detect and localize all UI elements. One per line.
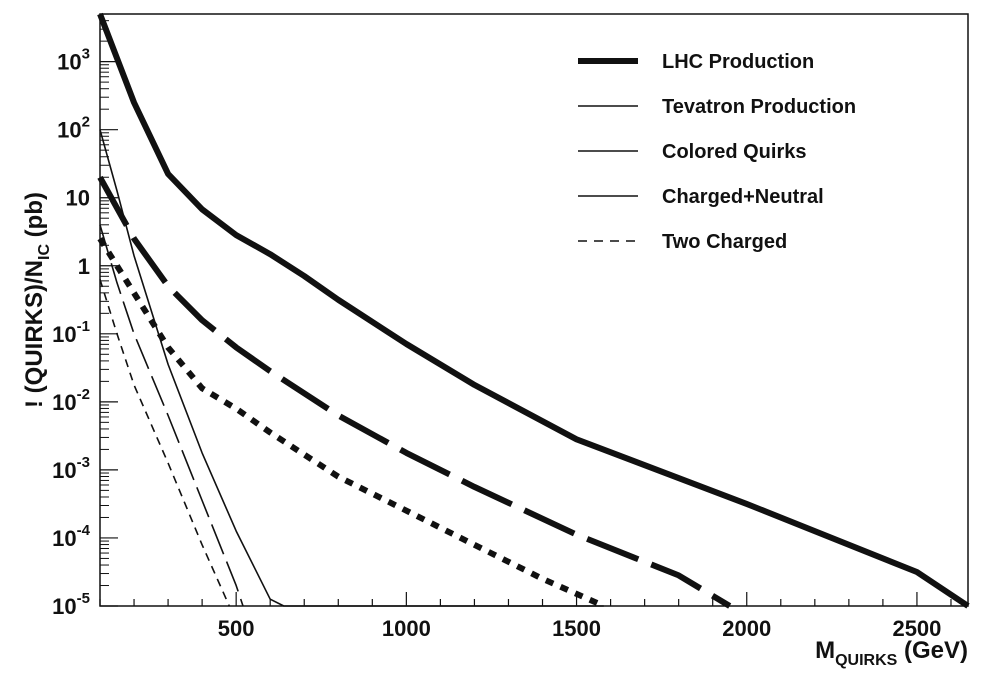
x-tick-label: 2500 [892, 616, 941, 641]
y-tick-label: 103 [57, 46, 90, 75]
legend-label: Colored Quirks [662, 141, 806, 163]
y-tick-label: 1 [78, 254, 90, 279]
series-line [99, 129, 604, 607]
series-line [97, 237, 606, 609]
legend-label: Two Charged [662, 231, 787, 253]
y-tick-label: 10-1 [52, 318, 90, 347]
y-tick-label: 10-3 [52, 454, 90, 483]
x-tick-label: 1000 [382, 616, 431, 641]
y-tick-label: 10-2 [52, 386, 90, 415]
legend-label: Tevatron Production [662, 96, 856, 118]
x-tick-label: 2000 [722, 616, 771, 641]
x-tick-label: 1500 [552, 616, 601, 641]
y-tick-label: 10 [66, 186, 90, 211]
y-tick-label: 10-5 [52, 590, 90, 619]
y-tick-label: 10-4 [52, 522, 90, 551]
series-line [99, 279, 231, 607]
legend-label: Charged+Neutral [662, 186, 824, 208]
series-line [97, 12, 970, 609]
series-line [97, 175, 732, 609]
curves [97, 12, 970, 609]
series-line [99, 224, 244, 607]
legend: LHC Production Tevatron Production Colored… [578, 51, 856, 253]
legend-label: LHC Production [662, 51, 814, 73]
y-axis-title: ! (QUIRKS)/NIC (pb) [21, 192, 53, 408]
y-tick-label: 102 [57, 114, 90, 143]
axis-ticks [99, 13, 952, 607]
x-tick-label: 500 [218, 616, 255, 641]
x-tick-labels: 500 1000 1500 2000 2500 [218, 616, 942, 641]
x-axis-title: MQUIRKS (GeV) [815, 637, 968, 669]
